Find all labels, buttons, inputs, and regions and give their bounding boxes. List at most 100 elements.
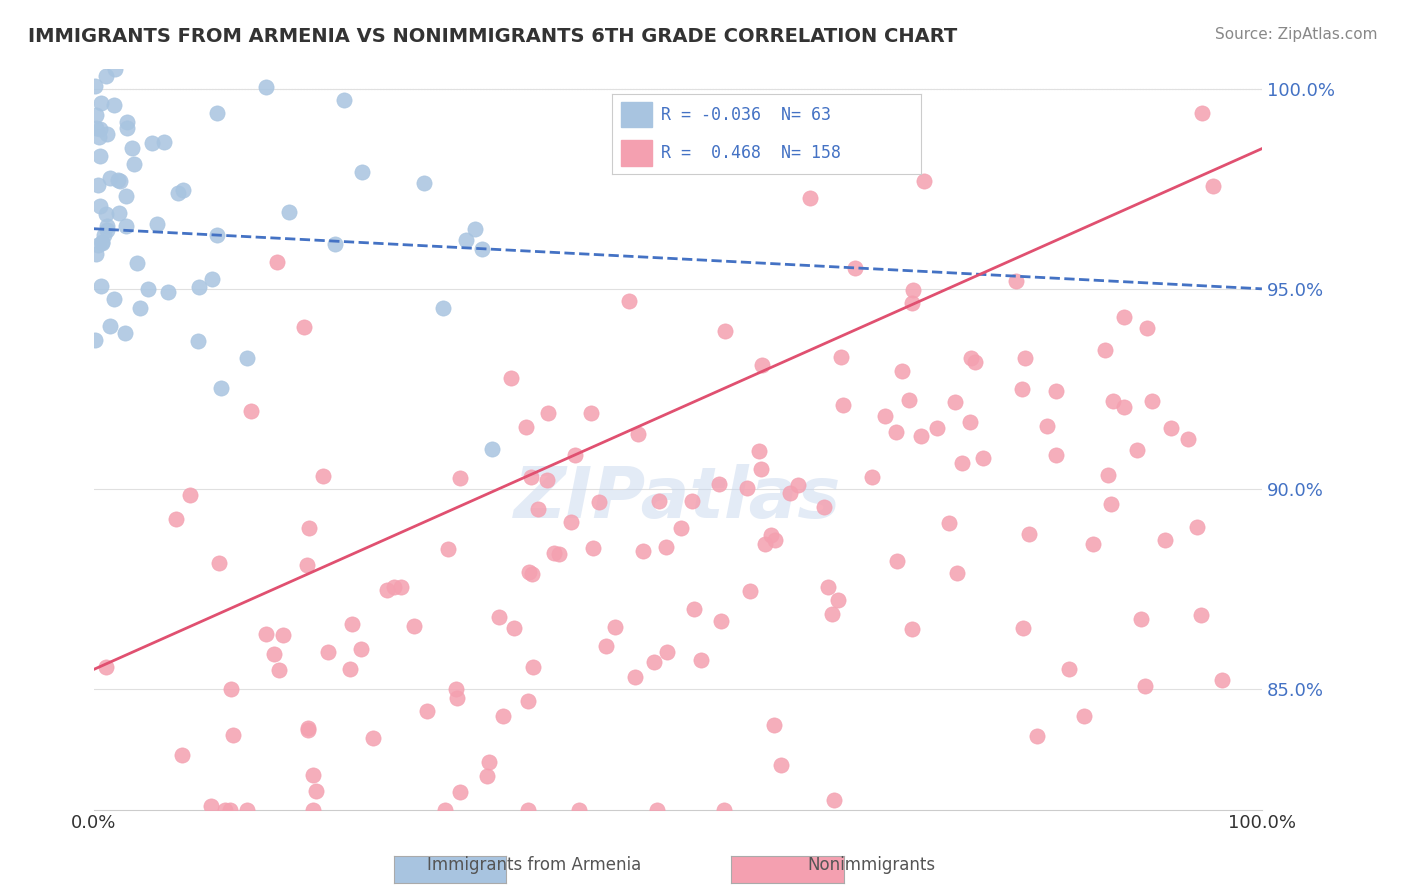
Point bbox=[83, 333, 105, 347]
Point bbox=[432, 301, 454, 316]
Point bbox=[1160, 421, 1182, 435]
Point bbox=[254, 79, 277, 94]
Point bbox=[763, 718, 786, 732]
Point bbox=[769, 758, 792, 772]
Point bbox=[1036, 418, 1059, 433]
Point bbox=[413, 176, 436, 190]
Point bbox=[1133, 679, 1156, 693]
Point bbox=[682, 601, 704, 615]
Point bbox=[89, 130, 111, 145]
Point bbox=[681, 493, 703, 508]
Point bbox=[350, 165, 373, 179]
Point bbox=[844, 261, 866, 276]
Point bbox=[90, 96, 112, 111]
Point bbox=[830, 350, 852, 364]
Point bbox=[1094, 343, 1116, 357]
Point bbox=[547, 547, 569, 561]
Point bbox=[302, 803, 325, 817]
Point bbox=[115, 219, 138, 233]
Point bbox=[141, 136, 163, 150]
Point bbox=[499, 370, 522, 384]
Point bbox=[382, 580, 405, 594]
Text: R = -0.036  N= 63: R = -0.036 N= 63 bbox=[661, 105, 831, 123]
Point bbox=[84, 108, 107, 122]
Point bbox=[333, 93, 356, 107]
Point bbox=[605, 620, 627, 634]
Point bbox=[1114, 400, 1136, 414]
Point bbox=[519, 566, 541, 580]
Point bbox=[560, 516, 582, 530]
Point bbox=[938, 516, 960, 531]
Point bbox=[98, 170, 121, 185]
Point bbox=[145, 217, 167, 231]
Point bbox=[94, 69, 117, 83]
Point bbox=[875, 409, 897, 424]
Point bbox=[749, 462, 772, 476]
Point bbox=[107, 173, 129, 187]
Point bbox=[167, 186, 190, 201]
Point bbox=[108, 174, 131, 188]
Point bbox=[643, 656, 665, 670]
Point bbox=[90, 279, 112, 293]
Point bbox=[1073, 709, 1095, 723]
Point bbox=[377, 583, 399, 598]
Point bbox=[517, 803, 540, 817]
Point bbox=[1081, 537, 1104, 551]
Point bbox=[89, 149, 111, 163]
Point bbox=[157, 285, 180, 299]
Text: Nonimmigrants: Nonimmigrants bbox=[807, 856, 936, 874]
Point bbox=[446, 691, 468, 706]
Point bbox=[96, 127, 118, 141]
Point bbox=[96, 223, 118, 237]
Point bbox=[297, 558, 319, 572]
Point bbox=[350, 642, 373, 657]
Bar bbox=[621, 140, 652, 166]
Text: Source: ZipAtlas.com: Source: ZipAtlas.com bbox=[1215, 27, 1378, 42]
Point bbox=[219, 803, 242, 817]
Point bbox=[298, 521, 321, 535]
Point bbox=[832, 398, 855, 412]
Point bbox=[943, 395, 966, 409]
Point bbox=[1057, 663, 1080, 677]
Point bbox=[972, 451, 994, 466]
Point bbox=[292, 320, 315, 334]
Point bbox=[748, 443, 770, 458]
Point bbox=[925, 421, 948, 435]
Point bbox=[89, 122, 111, 136]
Point bbox=[901, 295, 924, 310]
Point bbox=[588, 494, 610, 508]
Point bbox=[108, 206, 131, 220]
Point bbox=[129, 301, 152, 315]
Point bbox=[707, 476, 730, 491]
Point bbox=[115, 121, 138, 136]
Point bbox=[950, 456, 973, 470]
Point bbox=[564, 448, 586, 462]
Point bbox=[1202, 178, 1225, 193]
Point bbox=[890, 364, 912, 378]
Point bbox=[84, 121, 107, 136]
Point bbox=[740, 583, 762, 598]
Point bbox=[1112, 310, 1135, 324]
Point bbox=[87, 178, 110, 192]
Point bbox=[312, 468, 335, 483]
Point bbox=[187, 334, 209, 348]
Point bbox=[759, 528, 782, 542]
Point bbox=[543, 546, 565, 560]
Point bbox=[481, 442, 503, 456]
Point bbox=[860, 469, 883, 483]
Point bbox=[98, 319, 121, 334]
Point bbox=[754, 536, 776, 550]
Point bbox=[201, 272, 224, 286]
Point bbox=[884, 425, 907, 439]
Point bbox=[165, 511, 187, 525]
Point bbox=[449, 785, 471, 799]
Point bbox=[1005, 274, 1028, 288]
Point bbox=[813, 500, 835, 514]
Point bbox=[339, 662, 361, 676]
Point bbox=[1126, 442, 1149, 457]
Point bbox=[627, 427, 650, 442]
Point bbox=[136, 282, 159, 296]
Point bbox=[959, 415, 981, 429]
Point bbox=[1045, 384, 1067, 398]
Point bbox=[655, 540, 678, 554]
